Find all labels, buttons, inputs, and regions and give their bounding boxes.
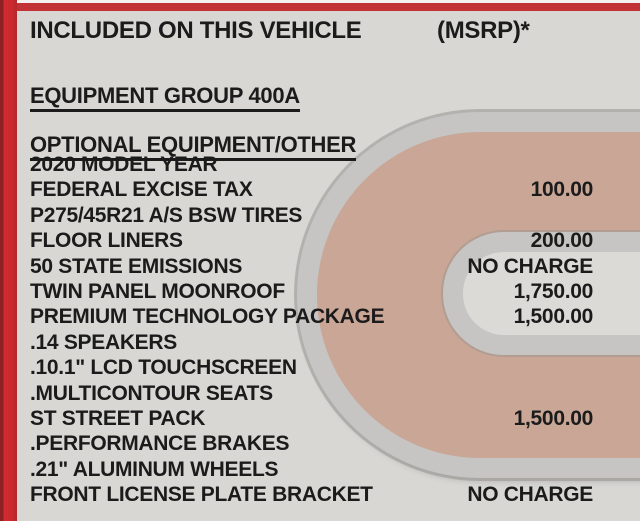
equipment-label: 50 STATE EMISSIONS (30, 254, 243, 278)
equipment-row: .MULTICONTOUR SEATS (30, 381, 593, 406)
watermark-band-cutout (443, 232, 640, 355)
equipment-row: PREMIUM TECHNOLOGY PACKAGE 1,500.00 (30, 304, 593, 329)
equipment-price: 100.00 (530, 178, 594, 202)
equipment-label: .14 SPEAKERS (30, 330, 177, 354)
equipment-label: .21" ALUMINUM WHEELS (30, 457, 279, 481)
equipment-label: FEDERAL EXCISE TAX (30, 178, 253, 202)
equipment-label: ST STREET PACK (30, 406, 206, 430)
equipment-label: TWIN PANEL MOONROOF (30, 279, 285, 303)
equipment-label: P275/45R21 A/S BSW TIRES (30, 203, 303, 227)
equipment-price: 1,500.00 (513, 406, 594, 430)
msrp-column-header: (MSRP)* (437, 17, 530, 44)
equipment-row: 50 STATE EMISSIONS NO CHARGE (30, 254, 593, 279)
equipment-label: .MULTICONTOUR SEATS (30, 381, 273, 405)
equipment-row: FEDERAL EXCISE TAX 100.00 (30, 177, 593, 202)
equipment-row: .10.1" LCD TOUCHSCREEN (30, 355, 593, 380)
top-light-strip (0, 0, 640, 3)
equipment-label: .PERFORMANCE BRAKES (30, 432, 290, 456)
equipment-row: FRONT LICENSE PLATE BRACKET NO CHARGE (30, 482, 593, 507)
equipment-row: FLOOR LINERS 200.00 (30, 228, 593, 253)
equipment-label: FRONT LICENSE PLATE BRACKET (30, 483, 373, 507)
equipment-price: 200.00 (530, 229, 594, 253)
top-red-bar (0, 3, 640, 11)
equipment-row: TWIN PANEL MOONROOF 1,750.00 (30, 279, 593, 304)
equipment-label: 2020 MODEL YEAR (30, 153, 218, 176)
equipment-row: ST STREET PACK 1,500.00 (30, 406, 593, 431)
equipment-label: FLOOR LINERS (30, 229, 183, 253)
equipment-price: NO CHARGE (467, 483, 593, 507)
optional-equipment-heading: OPTIONAL EQUIPMENT/OTHER (30, 134, 356, 161)
equipment-list: 2020 MODEL YEAR FEDERAL EXCISE TAX 100.0… (30, 152, 593, 507)
equipment-row: .14 SPEAKERS (30, 330, 593, 355)
equipment-group-heading-text: EQUIPMENT GROUP 400A (30, 85, 300, 112)
equipment-price: NO CHARGE (467, 254, 593, 278)
equipment-price: 1,750.00 (513, 279, 594, 303)
page-title: INCLUDED ON THIS VEHICLE (30, 17, 362, 44)
equipment-group-heading: EQUIPMENT GROUP 400A (30, 85, 300, 112)
equipment-price: 1,500.00 (513, 305, 594, 329)
equipment-row: .21" ALUMINUM WHEELS (30, 457, 593, 482)
equipment-row: .PERFORMANCE BRAKES (30, 431, 593, 456)
equipment-row: 2020 MODEL YEAR (30, 152, 593, 177)
equipment-label: .10.1" LCD TOUCHSCREEN (30, 356, 297, 380)
equipment-label: PREMIUM TECHNOLOGY PACKAGE (30, 305, 385, 329)
equipment-row: P275/45R21 A/S BSW TIRES (30, 203, 593, 228)
optional-equipment-heading-text: OPTIONAL EQUIPMENT/OTHER (30, 134, 356, 161)
left-red-bar (0, 0, 17, 521)
